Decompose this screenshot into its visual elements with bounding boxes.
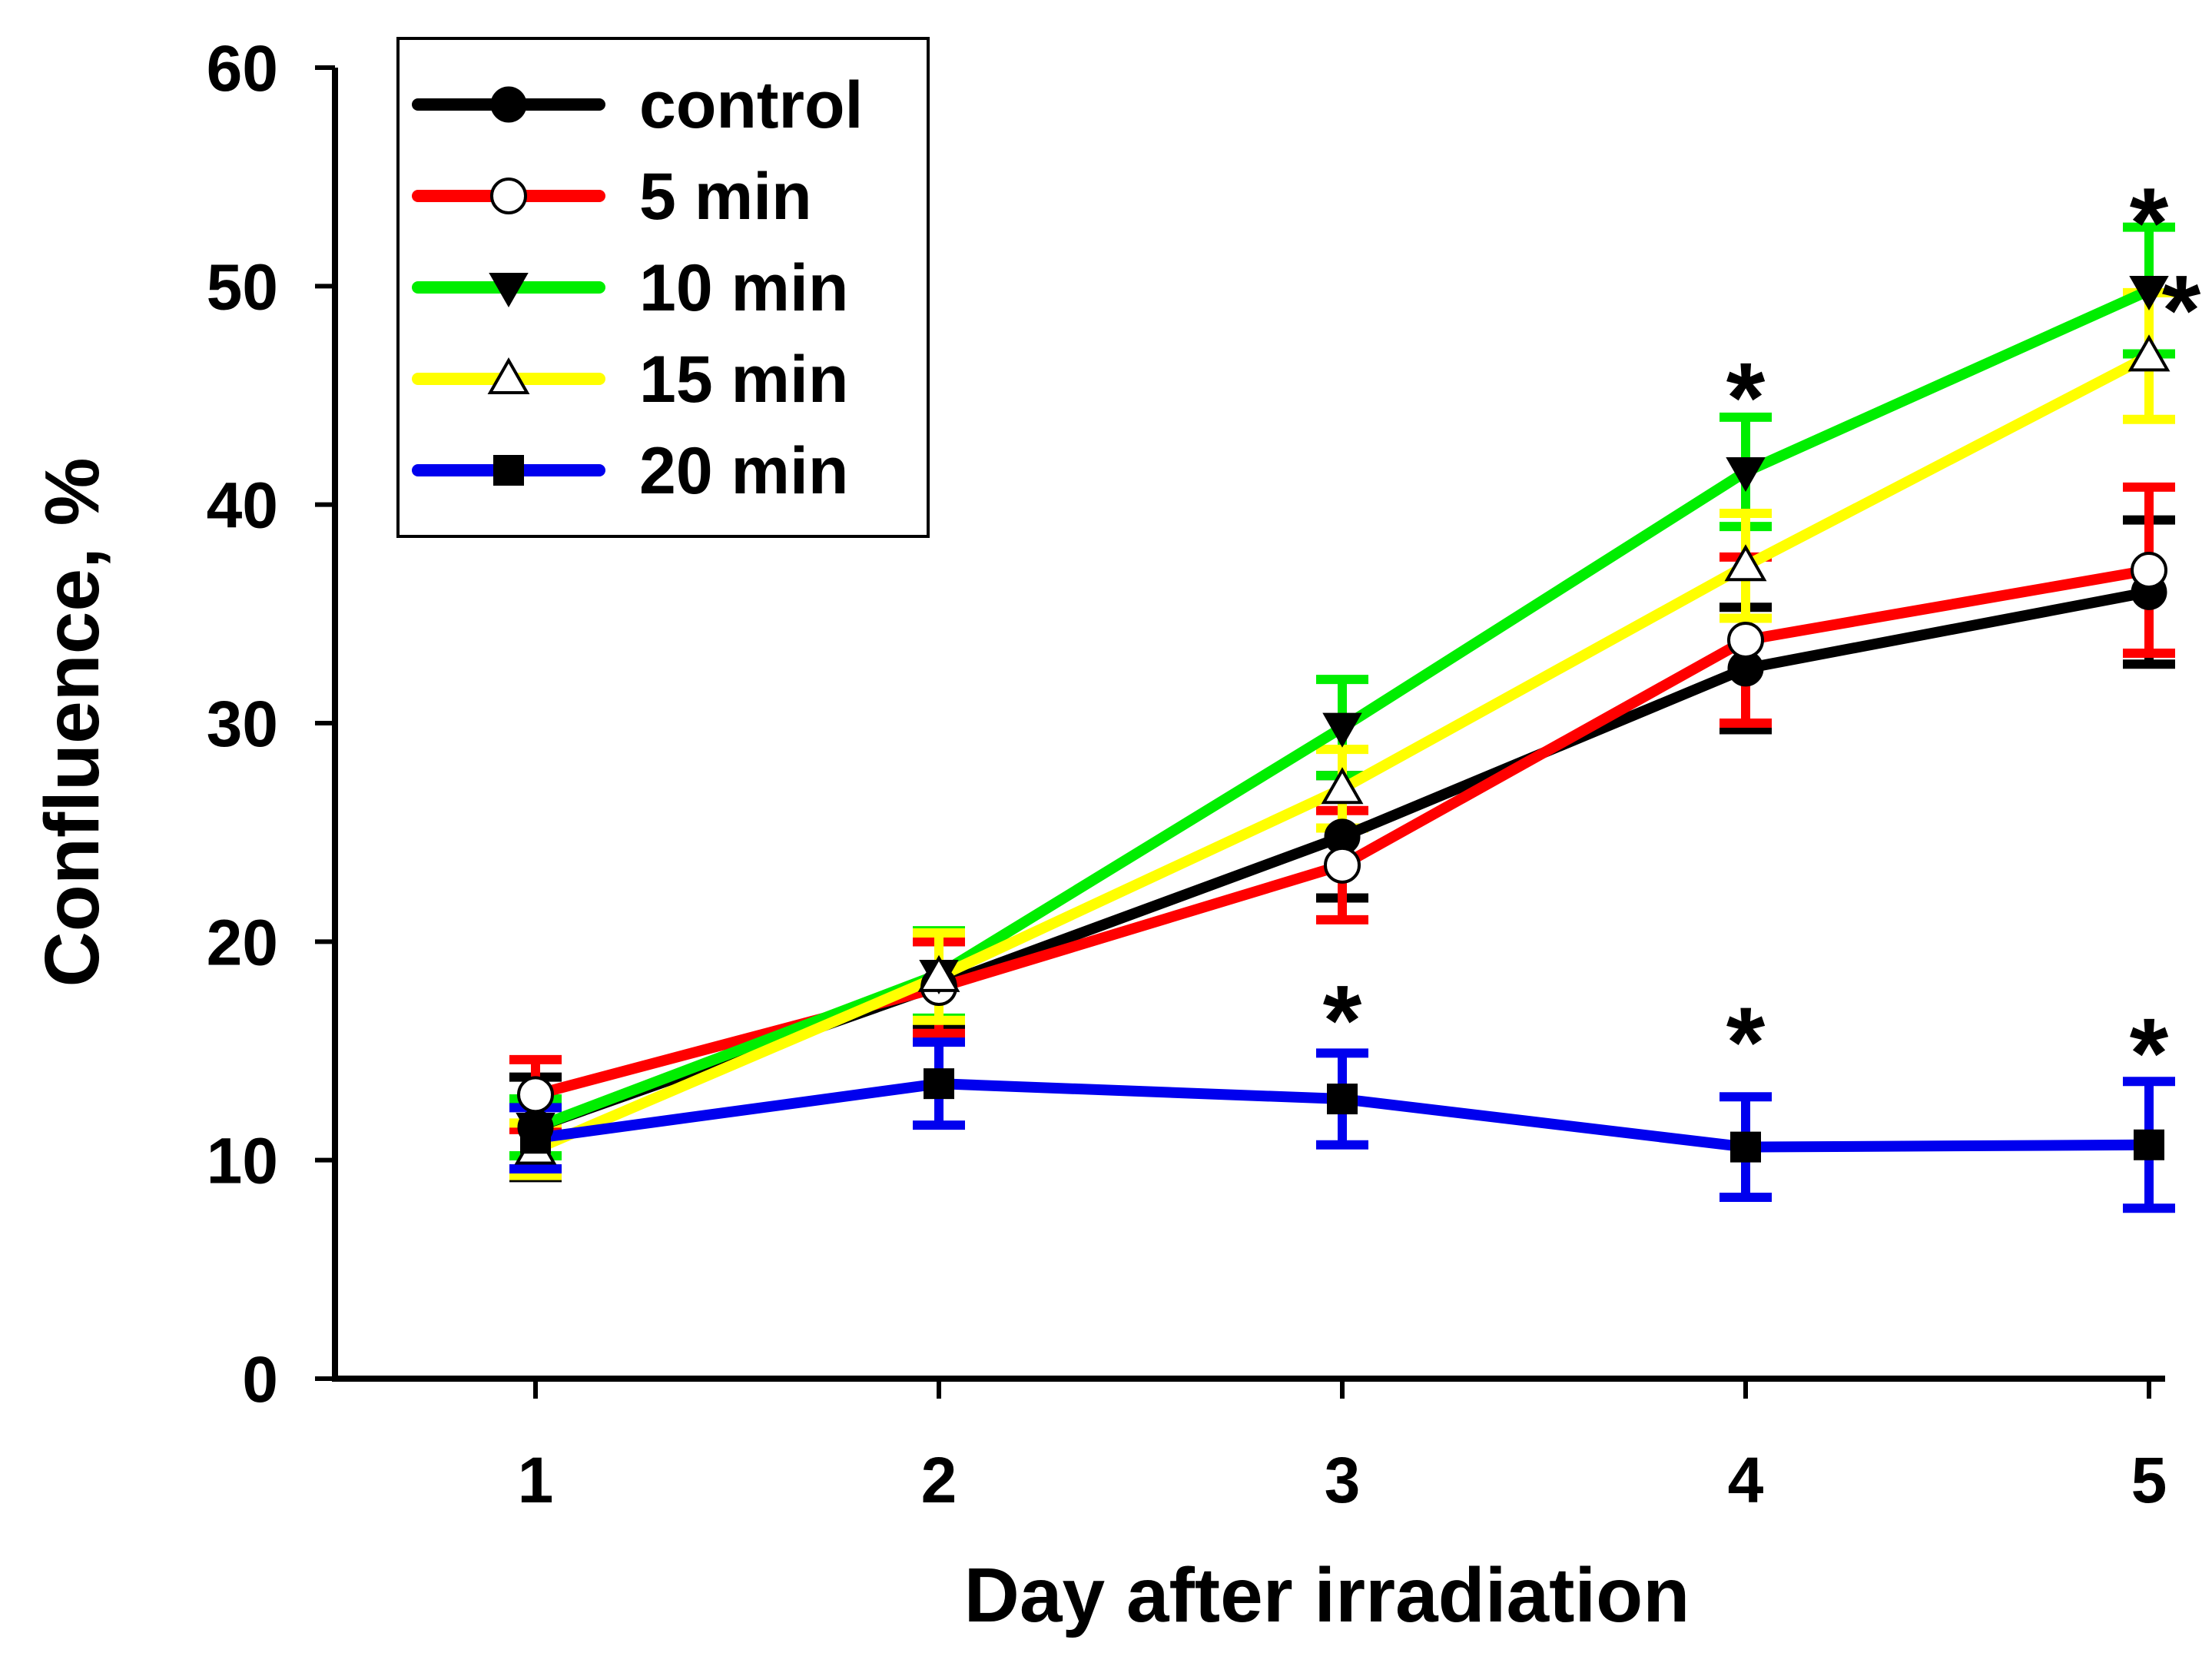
data-point-10-min: [1322, 712, 1362, 748]
x-tick-label: 3: [1325, 1444, 1361, 1516]
data-point-20-min: [924, 1068, 954, 1100]
significance-star: *: [1323, 964, 1362, 1077]
y-tick-label: 10: [207, 1125, 278, 1197]
legend-label-15-min: 15 min: [639, 343, 848, 417]
legend-marker-5-min: [490, 178, 527, 214]
data-markers: [514, 276, 2171, 1165]
data-point-5-min: [517, 1076, 554, 1114]
x-axis-title: Day after irradiation: [964, 1552, 1690, 1638]
legend-marker-20-min: [493, 455, 524, 486]
y-tick-label: 60: [207, 32, 278, 105]
legend-marker-15-min: [487, 357, 530, 394]
y-tick-label: 0: [242, 1343, 278, 1416]
y-tick-label: 40: [207, 470, 278, 542]
data-point-20-min: [1730, 1131, 1761, 1163]
x-tick-label: 4: [1728, 1444, 1764, 1516]
y-axis-title: Confluence, %: [29, 458, 115, 987]
legend: control 5 min 10 min 15 min 20 min: [396, 37, 930, 538]
x-axis-ticks: 1 2 3 4 5: [518, 1379, 2167, 1516]
significance-star: *: [2130, 997, 2169, 1109]
significance-star: *: [2130, 167, 2169, 279]
legend-marker-10-min: [489, 273, 529, 308]
legend-label-10-min: 10 min: [639, 251, 848, 325]
y-axis-ticks: 0 10 20 30 40 50 60: [207, 32, 335, 1416]
y-tick-label: 20: [207, 906, 278, 978]
x-tick-label: 2: [921, 1444, 957, 1516]
y-tick-label: 30: [207, 688, 278, 760]
data-point-15-min: [917, 954, 960, 992]
significance-star: *: [1726, 986, 1766, 1098]
data-point-5-min: [1727, 621, 1764, 659]
data-point-20-min: [1327, 1084, 1358, 1115]
y-tick-label: 50: [207, 251, 278, 323]
legend-label-5-min: 5 min: [639, 160, 812, 234]
data-point-15-min: [1724, 544, 1767, 582]
significance-star: *: [1726, 341, 1766, 453]
data-point-5-min: [2131, 551, 2167, 589]
legend-label-control: control: [639, 68, 863, 142]
data-point-15-min: [2127, 334, 2171, 372]
legend-marker-control: [490, 86, 527, 123]
x-tick-label: 5: [2131, 1444, 2167, 1516]
data-point-20-min: [520, 1123, 551, 1154]
legend-label-20-min: 20 min: [639, 434, 848, 508]
data-point-10-min: [2129, 276, 2169, 311]
significance-star: *: [2162, 254, 2201, 367]
x-tick-label: 1: [518, 1444, 554, 1516]
significance-annotations: ******: [1323, 167, 2201, 1109]
data-point-15-min: [1321, 767, 1364, 805]
data-point-10-min: [1726, 457, 1766, 493]
data-point-5-min: [1324, 846, 1361, 884]
data-point-20-min: [2134, 1129, 2164, 1160]
